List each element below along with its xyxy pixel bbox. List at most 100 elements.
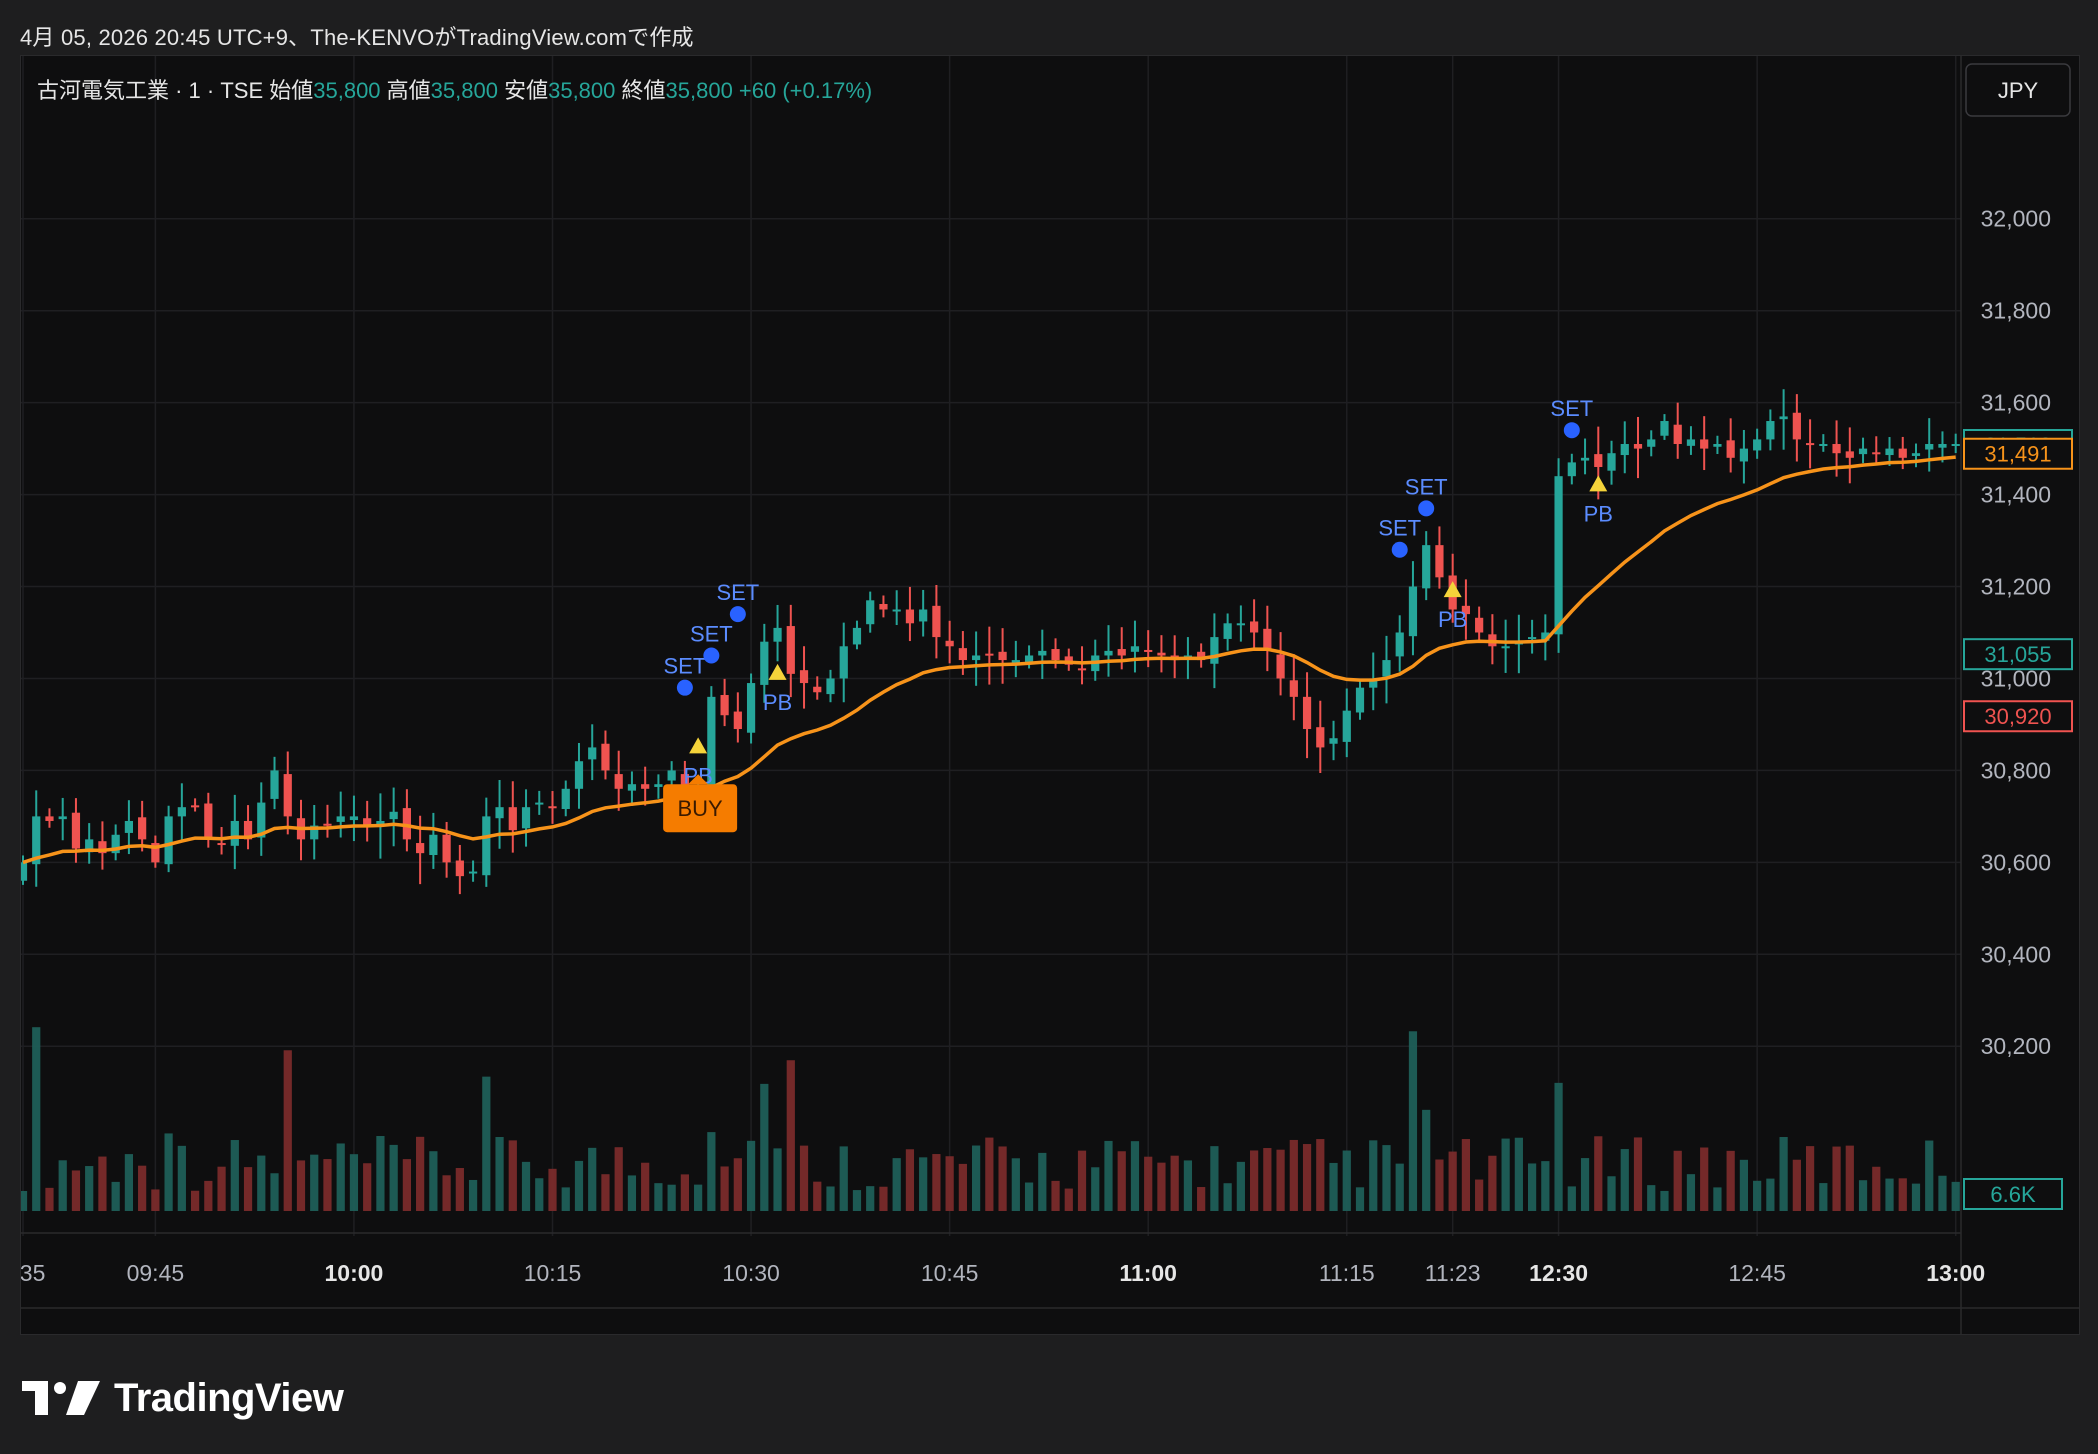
candle-body <box>1302 696 1312 730</box>
price-tick-label: 30,600 <box>1981 849 2051 875</box>
candle-body <box>839 646 848 679</box>
candle-body <box>627 784 637 791</box>
candle-body <box>1951 444 1960 447</box>
candle-body <box>1342 710 1351 742</box>
volume-tag-box <box>1963 1178 2063 1210</box>
candle-body <box>733 711 742 730</box>
candle-body <box>1369 678 1378 688</box>
candle-body <box>1925 444 1934 450</box>
volume-bar <box>945 1156 954 1211</box>
candle-body <box>760 641 769 685</box>
volume-bar <box>1051 1180 1060 1211</box>
volume-bar <box>1263 1148 1272 1211</box>
volume-bar <box>826 1186 835 1211</box>
volume-bar <box>1276 1149 1285 1211</box>
time-tick-label: 9:35 <box>21 1260 45 1286</box>
price-tick-label: 31,800 <box>1981 298 2051 324</box>
volume-bar <box>1289 1139 1298 1211</box>
chart-frame[interactable]: SETSETSETPBPBBUYSETSETPBSETPB 32,00031,8… <box>20 55 2080 1335</box>
volume-bar <box>773 1148 782 1211</box>
candle-body <box>892 609 901 612</box>
volume-bar <box>694 1184 703 1211</box>
currency-label: JPY <box>1998 78 2039 103</box>
candle-body <box>151 843 160 863</box>
volume-bar <box>1302 1144 1312 1211</box>
candle-body <box>588 747 597 760</box>
price-tick-label: 30,800 <box>1981 757 2051 783</box>
volume-bar <box>1355 1187 1365 1211</box>
buy-box <box>663 784 738 833</box>
volume-bar <box>1170 1155 1179 1211</box>
candlestick-chart[interactable]: SETSETSETPBPBBUYSETSETPBSETPB 32,00031,8… <box>21 56 2079 1334</box>
candle-body <box>230 820 239 846</box>
volume-bar <box>1660 1190 1669 1211</box>
volume-bar <box>230 1140 239 1211</box>
candle-body <box>1607 453 1616 471</box>
volume-bar <box>508 1140 517 1211</box>
volume-bar <box>1845 1145 1854 1211</box>
volume-bar <box>1316 1139 1325 1211</box>
candle-body <box>601 743 610 771</box>
time-tick-label: 11:23 <box>1425 1260 1481 1286</box>
candle-body <box>1792 412 1801 440</box>
candle-body <box>336 816 345 822</box>
volume-bar <box>535 1178 544 1211</box>
candle-body <box>1686 439 1696 446</box>
candle-body <box>1885 448 1894 456</box>
volume-bar <box>270 1173 279 1211</box>
candle-body <box>1845 451 1854 458</box>
pb-label: PB <box>763 690 792 715</box>
candle-body <box>455 860 464 877</box>
candle-body <box>85 839 94 853</box>
pb-triangle <box>1589 475 1608 492</box>
candle-body <box>283 774 292 817</box>
time-tick-label: 09:45 <box>127 1260 185 1286</box>
volume-bar <box>1673 1150 1682 1211</box>
candle-body <box>58 816 67 820</box>
volume-bar <box>614 1147 623 1211</box>
candle-body <box>985 653 994 656</box>
volume-bar <box>1527 1163 1537 1211</box>
volume-bar <box>1223 1183 1232 1211</box>
candle-body <box>521 807 531 829</box>
time-tick-label: 11:15 <box>1319 1260 1375 1286</box>
candle-body <box>1144 649 1153 652</box>
candle-body <box>667 770 676 781</box>
price-tag-text: 31,055 <box>1984 642 2051 667</box>
candle-body <box>972 655 981 661</box>
price-tick-label: 30,200 <box>1981 1033 2051 1059</box>
candle-body <box>111 834 120 854</box>
candle-body <box>323 823 332 826</box>
pb-triangle <box>1443 581 1462 598</box>
legend-segment: 35,800 <box>666 78 733 103</box>
signal-markers: SETSETSETPBPBBUYSETSETPBSETPB <box>663 396 1613 833</box>
candle-body <box>1250 621 1259 633</box>
candle-body <box>641 784 650 789</box>
candle-body <box>1554 476 1563 635</box>
candle-body <box>21 862 28 881</box>
candle-body <box>1316 727 1325 748</box>
volume-bar <box>972 1145 981 1211</box>
candle-body <box>495 807 504 819</box>
candle-body <box>1461 605 1471 615</box>
volume-bar <box>1157 1162 1166 1211</box>
candle-body <box>1872 452 1881 455</box>
volume-bar <box>1858 1180 1868 1211</box>
candle-body <box>1051 649 1060 661</box>
volume-bar <box>1329 1162 1338 1211</box>
candle-body <box>1501 646 1510 649</box>
set-label: SET <box>690 621 733 646</box>
set-dot <box>1418 500 1435 517</box>
tradingview-logo[interactable]: TradingView <box>22 1368 344 1428</box>
candle-body <box>1435 545 1444 578</box>
time-tick-label: 10:00 <box>325 1260 384 1286</box>
volume-bar <box>813 1181 822 1211</box>
legend-segment: 35,800 <box>548 78 615 103</box>
currency-button[interactable]: JPY <box>1965 63 2071 117</box>
candle-body <box>429 834 438 855</box>
volume-bar <box>389 1144 398 1211</box>
volume-bar <box>1713 1187 1722 1211</box>
volume-bar <box>905 1149 915 1211</box>
chart-caption: 4月 05, 2026 20:45 UTC+9、The-KENVOがTradin… <box>20 25 694 50</box>
volume-bar <box>402 1159 411 1211</box>
